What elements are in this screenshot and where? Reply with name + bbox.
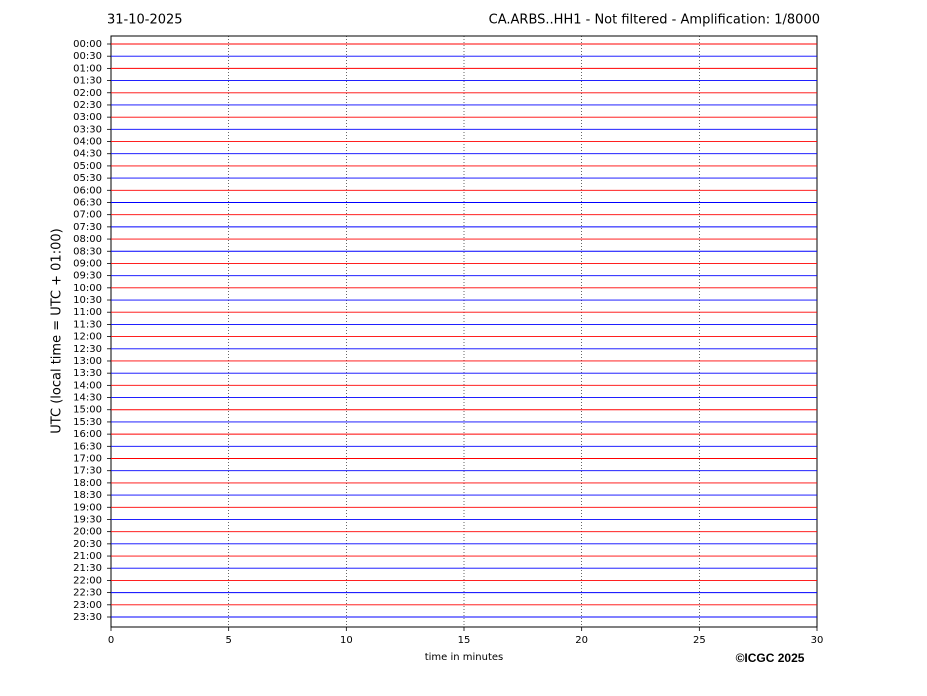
y-tick-label: 09:30	[73, 271, 102, 282]
y-tick-label: 17:00	[73, 454, 102, 465]
y-tick-label: 11:00	[73, 307, 102, 318]
y-tick-label: 08:30	[73, 246, 102, 257]
y-tick-label: 19:00	[73, 502, 102, 513]
y-tick-label: 04:30	[73, 149, 102, 160]
y-tick-label: 07:30	[73, 222, 102, 233]
x-tick-label: 10	[340, 635, 353, 646]
y-tick-label: 23:30	[73, 612, 102, 623]
y-tick-label: 11:30	[73, 319, 102, 330]
x-axis-label: time in minutes	[425, 652, 504, 663]
y-tick-label: 00:30	[73, 51, 102, 62]
x-tick-label: 15	[458, 635, 471, 646]
y-tick-label: 21:00	[73, 551, 102, 562]
y-tick-label: 01:00	[73, 63, 102, 74]
plot-frame	[110, 35, 818, 628]
y-tick-label: 09:00	[73, 258, 102, 269]
y-tick-label: 18:30	[73, 490, 102, 501]
chart-title: CA.ARBS..HH1 - Not filtered - Amplificat…	[489, 13, 820, 28]
y-tick-label: 14:00	[73, 380, 102, 391]
y-tick-label: 13:00	[73, 356, 102, 367]
y-axis-label: UTC (local time = UTC + 01:00)	[50, 228, 65, 433]
copyright: ©ICGC 2025	[736, 651, 805, 665]
y-tick-label: 08:00	[73, 234, 102, 245]
y-tick-label: 03:00	[73, 112, 102, 123]
y-tick-label: 23:00	[73, 600, 102, 611]
y-tick-label: 22:00	[73, 575, 102, 586]
y-tick-label: 15:30	[73, 417, 102, 428]
y-tick-label: 02:30	[73, 100, 102, 111]
y-tick-label: 17:30	[73, 466, 102, 477]
y-tick-label: 18:00	[73, 478, 102, 489]
y-tick-label: 22:30	[73, 588, 102, 599]
x-tick-label: 0	[108, 635, 114, 646]
y-tick-label: 02:00	[73, 88, 102, 99]
y-tick-label: 05:00	[73, 161, 102, 172]
x-tick-label: 20	[575, 635, 588, 646]
y-tick-label: 15:00	[73, 405, 102, 416]
y-tick-label: 16:00	[73, 429, 102, 440]
y-tick-label: 06:30	[73, 197, 102, 208]
y-tick-label: 04:00	[73, 137, 102, 148]
y-tick-label: 14:30	[73, 393, 102, 404]
y-tick-label: 19:30	[73, 514, 102, 525]
x-tick-label: 25	[693, 635, 706, 646]
y-tick-label: 01:30	[73, 76, 102, 87]
y-tick-label: 10:30	[73, 295, 102, 306]
y-tick-label: 06:00	[73, 185, 102, 196]
x-tick-label: 5	[225, 635, 231, 646]
y-tick-label: 05:30	[73, 173, 102, 184]
chart-date: 31-10-2025	[107, 13, 183, 28]
y-tick-label: 13:30	[73, 368, 102, 379]
y-tick-label: 07:00	[73, 210, 102, 221]
y-tick-label: 16:30	[73, 441, 102, 452]
y-tick-label: 20:00	[73, 527, 102, 538]
y-tick-label: 20:30	[73, 539, 102, 550]
y-tick-label: 03:30	[73, 124, 102, 135]
y-tick-label: 12:30	[73, 344, 102, 355]
y-tick-label: 00:00	[73, 39, 102, 50]
y-tick-label: 21:30	[73, 563, 102, 574]
y-tick-label: 12:00	[73, 332, 102, 343]
x-tick-label: 30	[811, 635, 824, 646]
y-tick-label: 10:00	[73, 283, 102, 294]
